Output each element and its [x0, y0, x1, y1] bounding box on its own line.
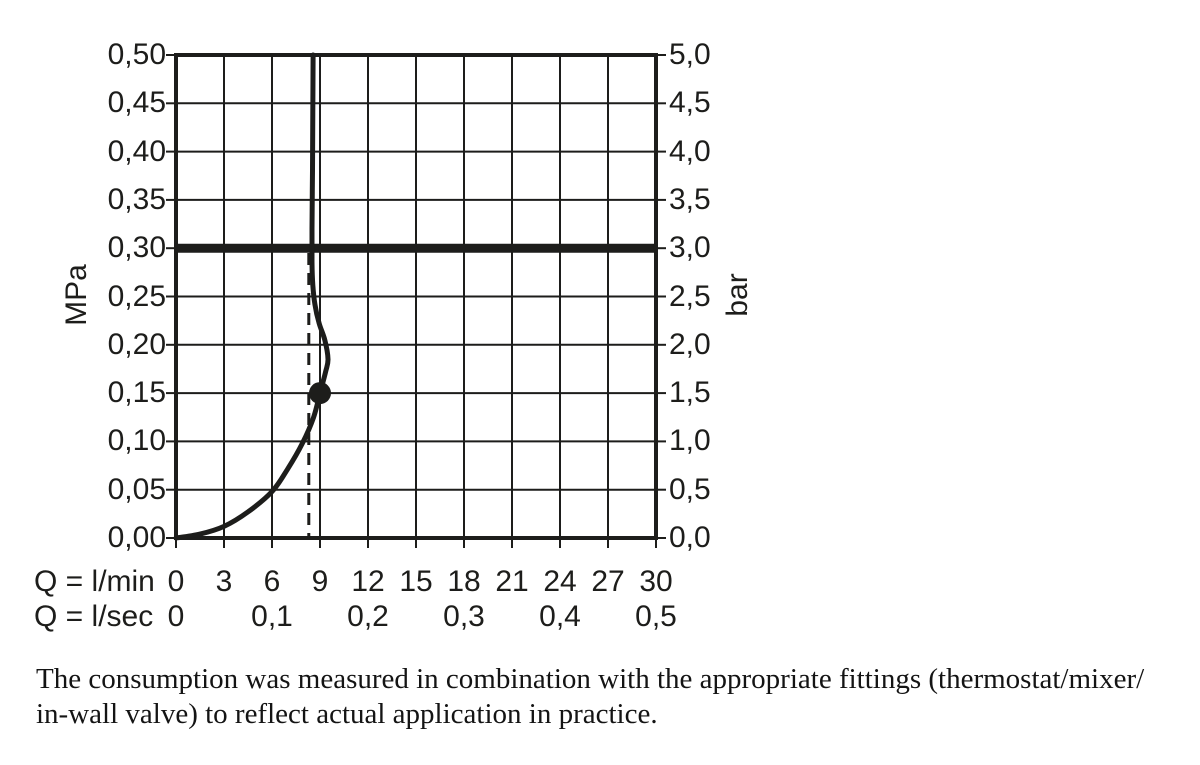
x-axis-lmin-tick-label: 27 [591, 565, 625, 598]
y-axis-right-tick-label: 5,0 [669, 38, 711, 71]
caption-line-2: in-wall valve) to reflect actual applica… [36, 698, 658, 730]
y-axis-right-tick-label: 2,5 [669, 279, 711, 313]
x-axis-lmin-tick-label: 9 [311, 565, 329, 598]
y-axis-left-tick-label: 0,10 [107, 424, 166, 458]
x-axis-lsec-tick-label: 0 [167, 600, 185, 633]
caption: The consumption was measured in combinat… [36, 662, 1186, 732]
y-axis-right-tick-label: 2,0 [669, 327, 711, 361]
caption-line-1: The consumption was measured in combinat… [36, 663, 1145, 695]
y-axis-left-tick-label: 0,45 [107, 86, 166, 120]
x-axis-lsec-tick-label: 0,3 [443, 600, 485, 633]
y-axis-right-tick-label: 0,5 [669, 472, 711, 506]
x-axis-lsec-tick-label: 0,5 [635, 600, 677, 633]
x-axis-lsec-tick-label: 0,4 [539, 600, 581, 633]
flow-curve [173, 52, 331, 541]
x-axis-lmin-tick-label: 0 [167, 565, 185, 598]
x-axis-lsec-tick-label: 0,1 [251, 600, 293, 633]
y-axis-right-tick-label: 0,0 [669, 521, 711, 554]
x-axis-lmin-tick-label: 12 [351, 565, 385, 598]
y-axis-left-tick-label: 0,05 [107, 472, 166, 506]
flow-pressure-chart [166, 52, 666, 548]
y-axis-right-tick-label: 1,0 [669, 424, 711, 458]
y-axis-left-tick-label: 0,50 [107, 38, 166, 71]
y-axis-left-tick-label: 0,30 [107, 231, 166, 265]
y-axis-left-tick-label: 0,15 [107, 376, 166, 410]
y-axis-right-tick-label: 1,5 [669, 376, 711, 410]
operating-point-marker [309, 382, 331, 405]
y-axis-left-tick-label: 0,35 [107, 182, 166, 216]
x-axis-lmin-row-label: Q = l/min [34, 565, 155, 598]
x-axis-lmin-tick-label: 15 [399, 565, 433, 598]
y-axis-left-tick-label: 0,25 [107, 279, 166, 313]
x-axis-lsec-row-label: Q = l/sec [34, 600, 154, 633]
y-axis-left-tick-label: 0,00 [107, 521, 166, 554]
x-axis-lmin-tick-label: 6 [263, 565, 281, 598]
x-axis-lmin-tick-label: 21 [495, 565, 529, 598]
y-axis-right-tick-label: 4,5 [669, 86, 711, 120]
y-axis-right-tick-label: 3,0 [669, 231, 711, 265]
plot-border [174, 53, 658, 540]
y-axis-left-tick-label: 0,20 [107, 327, 166, 361]
x-axis-lsec-tick-label: 0,2 [347, 600, 389, 633]
x-axis-lmin-tick-label: 18 [447, 565, 481, 598]
y-axis-right-tick-label: 4,0 [669, 134, 711, 168]
y-axis-left-tick-label: 0,40 [107, 134, 166, 168]
x-axis-lmin-tick-label: 30 [639, 565, 673, 598]
y-axis-right-tick-label: 3,5 [669, 182, 711, 216]
x-axis-lmin-tick-label: 3 [215, 565, 233, 598]
x-axis-lmin-tick-label: 24 [543, 565, 577, 598]
